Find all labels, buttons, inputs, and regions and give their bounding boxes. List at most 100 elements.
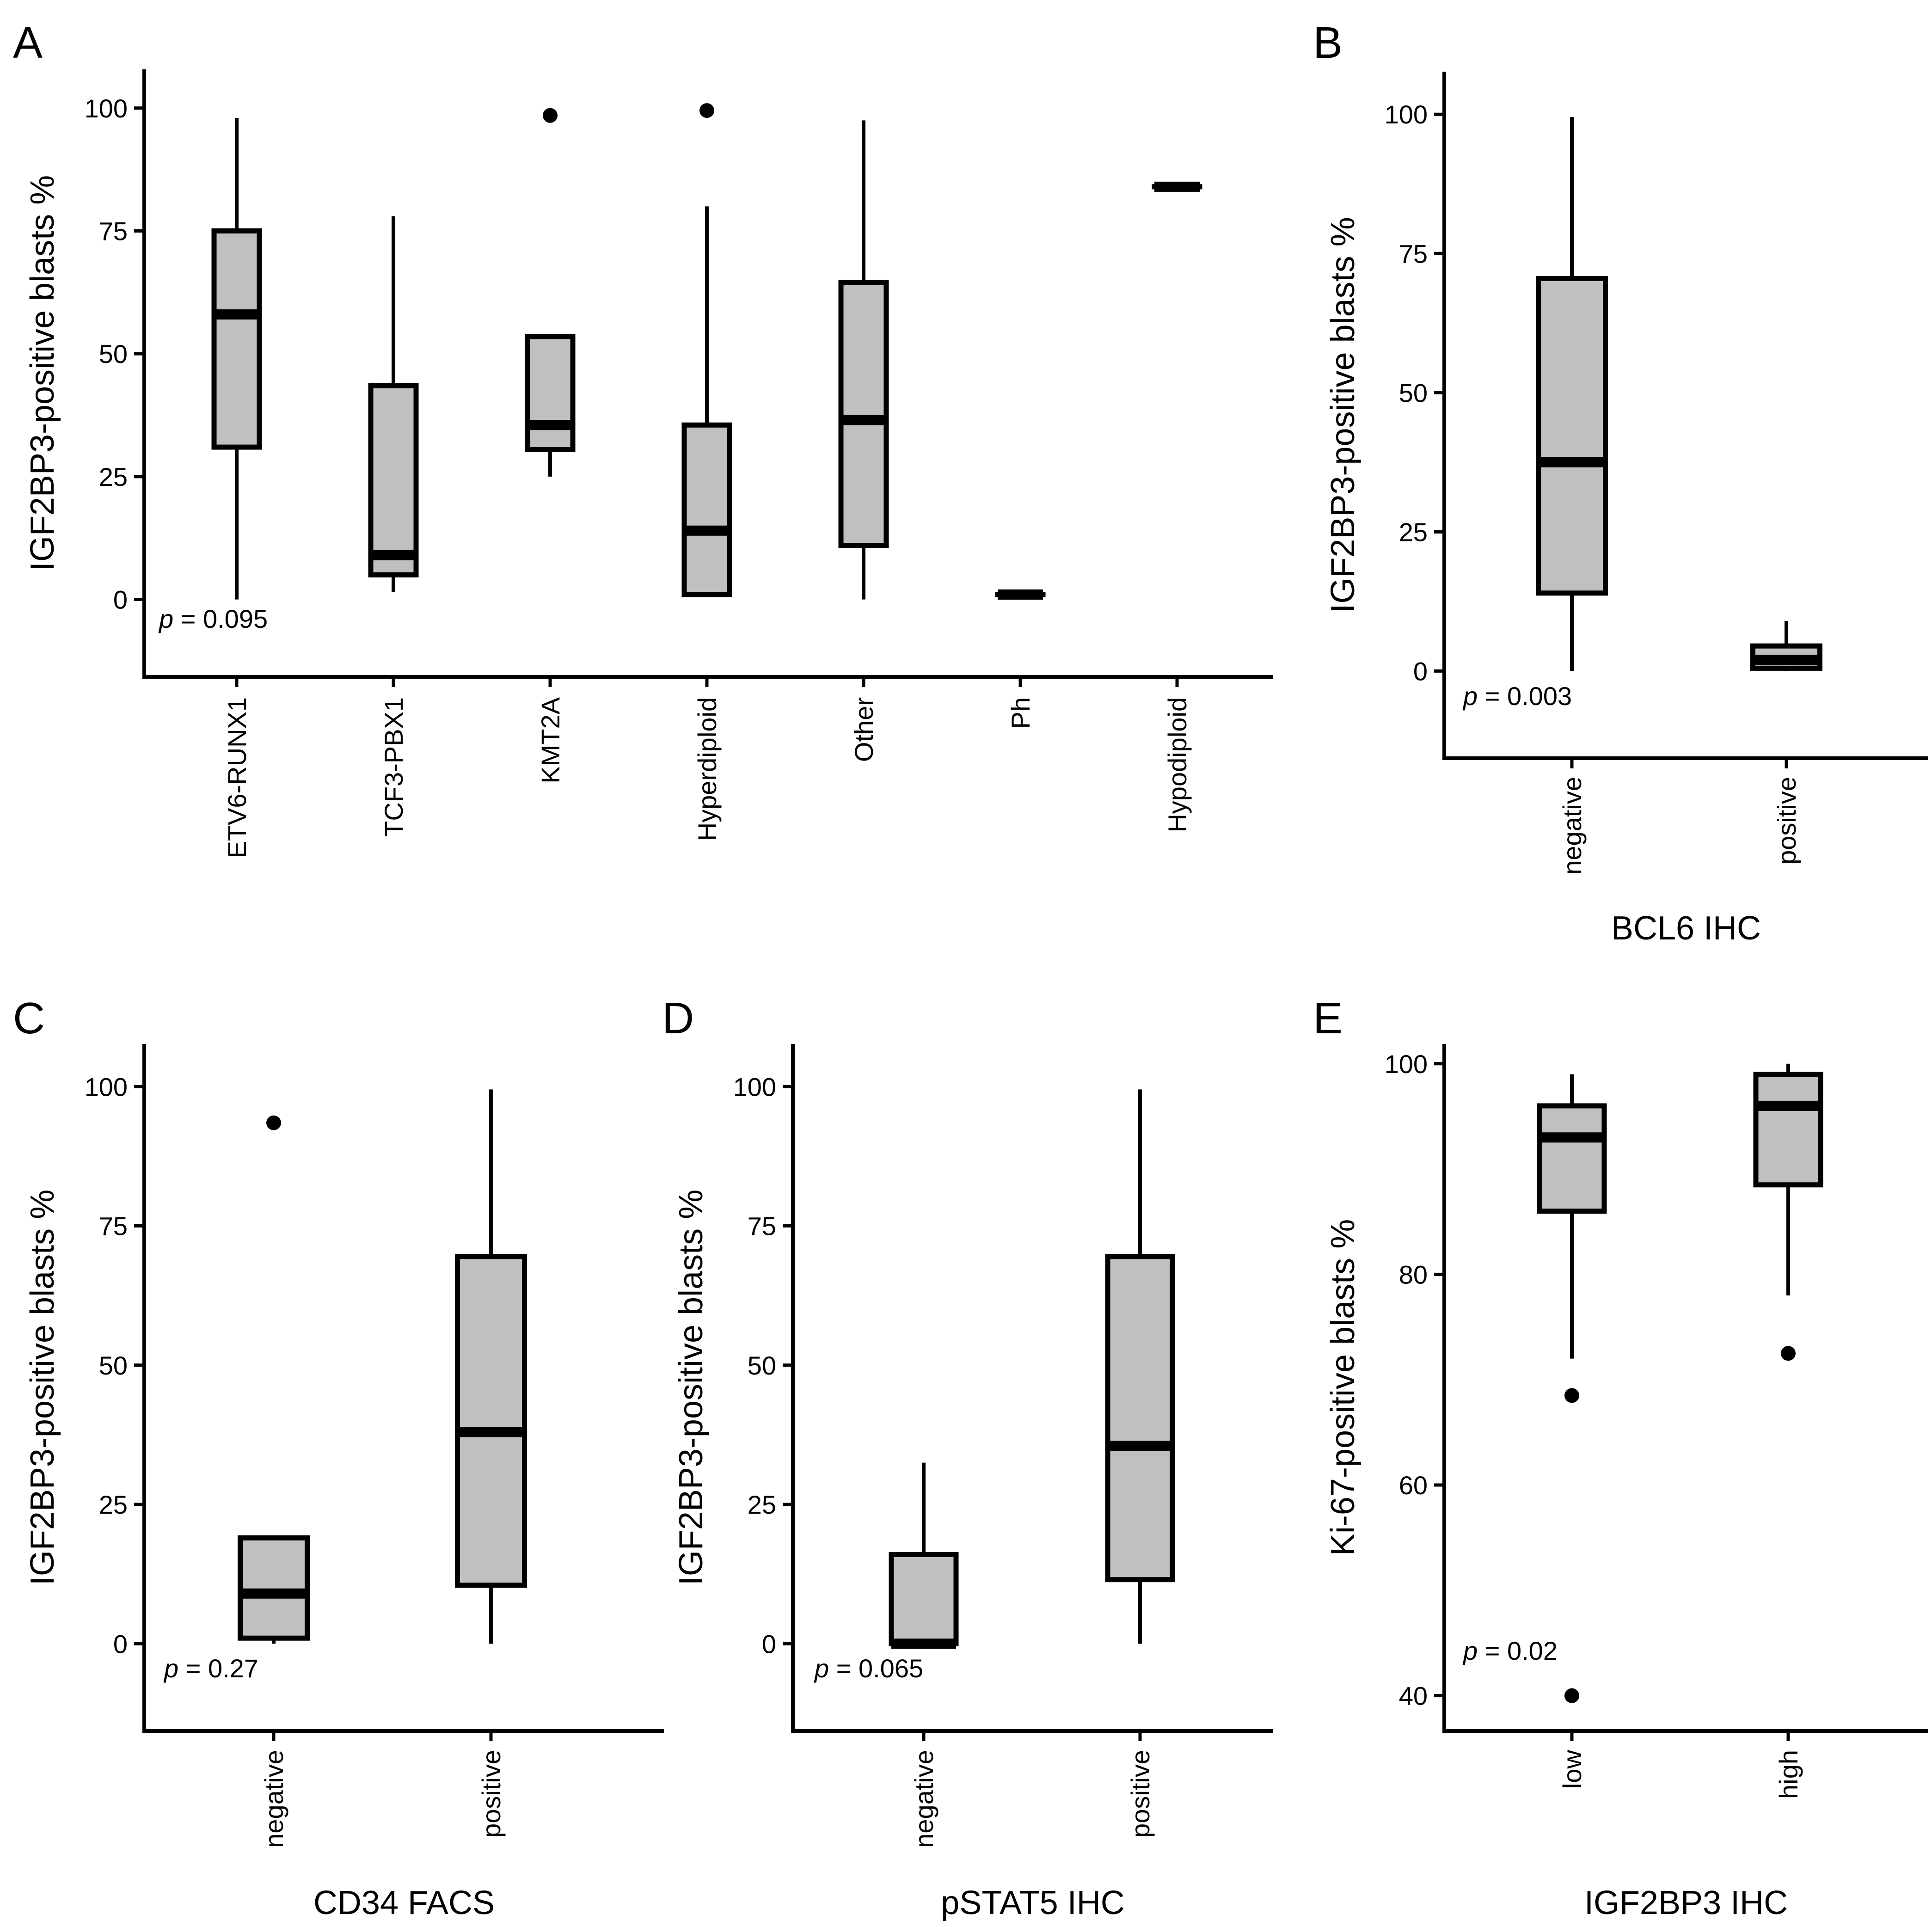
x-tick-label: low (1558, 1749, 1587, 1789)
y-tick-label: 40 (1399, 1682, 1428, 1711)
y-axis-title: IGF2BP3-positive blasts % (24, 1190, 61, 1585)
box-tcf3-pbx1: TCF3-PBX1 (368, 216, 419, 837)
iqr-box (1537, 1103, 1607, 1214)
x-tick-label: negative (1558, 777, 1587, 875)
y-axis-title: Ki-67-positive blasts % (1325, 1219, 1362, 1556)
iqr-box (211, 228, 262, 450)
outlier-point (1564, 1688, 1579, 1703)
p-symbol: p (1462, 681, 1485, 711)
p-value-label: p = 0.02 (1462, 1636, 1558, 1665)
box-etv6-runx1: ETV6-RUNX1 (211, 118, 262, 859)
y-tick-label: 80 (1399, 1260, 1428, 1289)
p-symbol: p (163, 1654, 186, 1683)
box-positive: positive (455, 1089, 527, 1838)
y-tick-label: 50 (748, 1351, 776, 1380)
panel-d: D 0 25 50 75 100 IGF2BP3-positive blasts % pSTA… (662, 994, 1273, 1921)
box-low: low (1537, 1074, 1607, 1789)
outlier-point (699, 103, 714, 118)
x-tick-label: high (1774, 1750, 1803, 1799)
p-value-label: p = 0.27 (163, 1654, 258, 1683)
outlier-point (1781, 1346, 1796, 1361)
panel-a: A 0 25 50 75 100 IGF2BP3-positive blasts % p = … (13, 18, 1273, 859)
y-tick-label: 75 (99, 216, 128, 245)
p-value: = 0.27 (186, 1654, 258, 1683)
y-tick-label: 75 (99, 1212, 128, 1241)
iqr-box (889, 1552, 959, 1646)
y-tick-label: 25 (99, 462, 128, 491)
panel-letter: D (662, 994, 694, 1043)
p-symbol: p (814, 1654, 836, 1683)
x-tick-label: KMT2A (536, 697, 565, 783)
p-symbol: p (158, 604, 181, 633)
box-negative: negative (1536, 117, 1608, 875)
y-axis-title: IGF2BP3-positive blasts % (673, 1190, 710, 1585)
p-value: = 0.095 (181, 604, 268, 633)
x-axis-title: BCL6 IHC (1611, 910, 1761, 947)
x-tick-label: TCF3-PBX1 (379, 697, 408, 837)
iqr-box (1753, 1072, 1823, 1188)
p-value-label: p = 0.003 (1462, 681, 1572, 711)
box-ph: Ph (995, 589, 1046, 729)
y-tick-label: 60 (1399, 1471, 1428, 1500)
x-tick-label: positive (1772, 777, 1801, 865)
y-axis-title: IGF2BP3-positive blasts % (24, 175, 61, 571)
y-tick-label: 50 (99, 1351, 128, 1380)
iqr-box (1536, 276, 1608, 596)
y-tick-label: 0 (762, 1629, 776, 1658)
box-hypodiploid: Hypodiploid (1152, 181, 1202, 833)
iqr-box (838, 280, 889, 548)
x-tick-label: positive (1126, 1750, 1155, 1838)
iqr-box (455, 1254, 527, 1588)
box-positive: positive (1750, 621, 1822, 865)
box-negative: negative (889, 1462, 959, 1848)
y-tick-label: 100 (85, 1072, 128, 1101)
x-tick-label: Hyperdiploid (693, 697, 722, 841)
x-axis-title: CD34 FACS (313, 1884, 495, 1921)
p-value: = 0.065 (836, 1654, 923, 1683)
panel-letter: C (13, 994, 45, 1043)
y-tick-label: 25 (1399, 517, 1428, 546)
outlier-point (1564, 1388, 1579, 1403)
x-tick-label: negative (259, 1750, 288, 1848)
iqr-box (238, 1535, 310, 1641)
y-axis-title: IGF2BP3-positive blasts % (1325, 217, 1362, 613)
x-tick-label: positive (477, 1750, 506, 1838)
p-value-label: p = 0.065 (814, 1654, 923, 1683)
iqr-box (681, 422, 732, 597)
iqr-box (1105, 1254, 1175, 1583)
panel-letter: E (1313, 994, 1343, 1043)
iqr-box (368, 383, 419, 577)
y-tick-label: 100 (85, 94, 128, 123)
y-tick-label: 75 (748, 1212, 776, 1241)
panel-b: B 0 25 50 75 100 IGF2BP3-positive blasts % BCL6… (1313, 18, 1928, 947)
box-positive: positive (1105, 1089, 1175, 1838)
x-tick-label: Ph (1006, 697, 1035, 729)
y-tick-label: 25 (99, 1490, 128, 1519)
box-high: high (1753, 1063, 1823, 1799)
y-tick-label: 0 (113, 1629, 128, 1658)
y-tick-label: 0 (113, 585, 128, 614)
y-tick-label: 100 (1385, 1049, 1428, 1079)
x-axis-title: IGF2BP3 IHC (1584, 1884, 1788, 1921)
x-axis-title: pSTAT5 IHC (941, 1884, 1124, 1921)
y-tick-label: 0 (1413, 657, 1428, 686)
y-tick-label: 100 (1385, 100, 1428, 129)
outlier-point (543, 108, 558, 123)
outlier-point (266, 1115, 281, 1130)
y-tick-label: 25 (748, 1490, 776, 1519)
box-kmt2a: KMT2A (525, 108, 576, 784)
panel-letter: B (1313, 18, 1343, 68)
panel-letter: A (13, 18, 43, 68)
p-symbol: p (1462, 1636, 1485, 1665)
iqr-box (525, 334, 576, 452)
x-tick-label: Other (849, 697, 878, 762)
p-value: = 0.003 (1485, 681, 1572, 711)
y-tick-label: 100 (733, 1072, 776, 1101)
y-tick-label: 75 (1399, 239, 1428, 268)
x-tick-label: negative (909, 1750, 938, 1848)
y-tick-label: 50 (1399, 378, 1428, 407)
box-other: Other (838, 120, 889, 762)
x-tick-label: Hypodiploid (1163, 697, 1192, 833)
y-tick-label: 50 (99, 339, 128, 368)
